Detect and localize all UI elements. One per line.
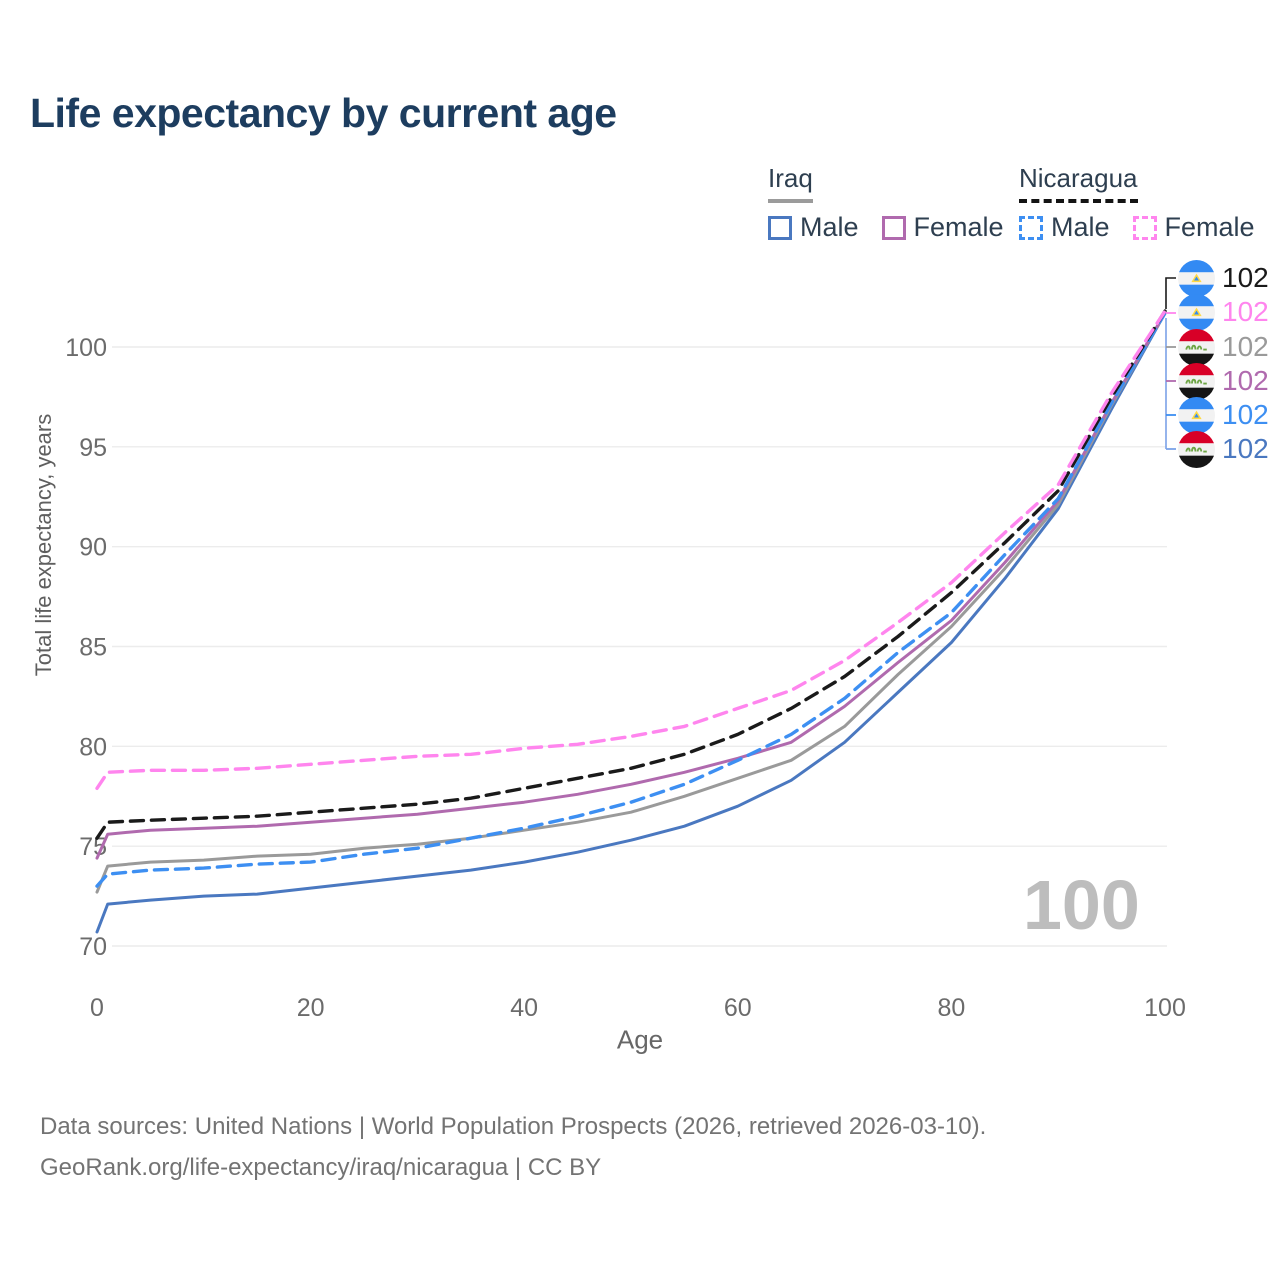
- legend-items-nicaragua: Male Female: [1019, 212, 1278, 243]
- legend-swatch-nicaragua-female-icon: [1132, 215, 1157, 240]
- end-label-row-iraq-female[interactable]: 102: [1178, 362, 1269, 400]
- legend-group-title-nicaragua[interactable]: Nicaragua: [1019, 163, 1138, 203]
- y-tick-label-95: 95: [79, 434, 107, 462]
- legend-group-iraq: Iraq Male Female: [768, 163, 1027, 243]
- legend-label-nicaragua-female: Female: [1164, 212, 1255, 242]
- end-label-row-nicaragua-female[interactable]: 102: [1178, 293, 1269, 331]
- legend-item-nicaragua-female[interactable]: Female: [1132, 212, 1255, 243]
- footer: Data sources: United Nations | World Pop…: [40, 1106, 986, 1188]
- nicaragua-flag-icon: [1178, 259, 1215, 297]
- legend-item-iraq-male[interactable]: Male: [768, 212, 859, 243]
- end-label-value: 102: [1222, 296, 1269, 327]
- y-tick-label-85: 85: [79, 634, 107, 662]
- legend-swatch-iraq-female-icon: [881, 215, 906, 240]
- x-axis-title: Age: [616, 1024, 664, 1055]
- series-line-nicaragua-male[interactable]: [95, 311, 1167, 888]
- y-axis-title: Total life expectancy, years: [31, 413, 56, 677]
- age-watermark: 100: [1023, 866, 1140, 944]
- series-line-iraq-total[interactable]: [95, 311, 1167, 894]
- end-label-row-nicaragua-male[interactable]: 102: [1178, 396, 1269, 434]
- end-label-value: 102: [1222, 433, 1269, 464]
- legend-item-iraq-female[interactable]: Female: [881, 212, 1004, 243]
- legend-item-nicaragua-male[interactable]: Male: [1019, 212, 1110, 243]
- series-line-iraq-female[interactable]: [95, 311, 1167, 860]
- x-tick-label-20: 20: [297, 994, 325, 1022]
- series-line-iraq-male[interactable]: [95, 311, 1167, 934]
- nicaragua-flag-icon: [1178, 396, 1215, 434]
- y-tick-label-100: 100: [65, 334, 107, 362]
- iraq-flag-icon: [1178, 430, 1215, 468]
- end-label-value: 102: [1222, 399, 1269, 430]
- legend-items-iraq: Male Female: [768, 212, 1027, 243]
- x-tick-label-40: 40: [510, 994, 538, 1022]
- page-title: Life expectancy by current age: [30, 90, 617, 136]
- connector-nicaragua-total: [1165, 277, 1176, 309]
- x-tick-label-80: 80: [937, 994, 965, 1022]
- series-line-nicaragua-female[interactable]: [95, 309, 1167, 790]
- nicaragua-flag-icon: [1178, 293, 1215, 331]
- footer-link: GeoRank.org/life-expectancy/iraq/nicarag…: [40, 1154, 602, 1181]
- legend-swatch-nicaragua-male-icon: [1019, 215, 1043, 240]
- x-tick-label-60: 60: [724, 994, 752, 1022]
- end-label-row-nicaragua-total[interactable]: 102: [1178, 259, 1269, 297]
- legend-label-nicaragua-male: Male: [1051, 212, 1110, 242]
- end-label-value: 102: [1222, 365, 1269, 396]
- legend-label-iraq-male: Male: [800, 212, 859, 242]
- y-tick-label-90: 90: [79, 534, 107, 562]
- legend-group-nicaragua: Nicaragua Male Female: [1019, 163, 1278, 243]
- legend-label-iraq-female: Female: [913, 212, 1004, 242]
- x-tick-label-0: 0: [90, 994, 104, 1022]
- iraq-flag-icon: [1178, 362, 1215, 400]
- end-label-value: 102: [1222, 262, 1269, 293]
- iraq-flag-icon: [1178, 328, 1215, 366]
- legend-group-title-iraq[interactable]: Iraq: [768, 163, 813, 203]
- end-label-row-iraq-total[interactable]: 102: [1178, 328, 1269, 366]
- end-label-value: 102: [1222, 331, 1269, 362]
- y-tick-label-80: 80: [79, 733, 107, 761]
- x-tick-label-100: 100: [1144, 994, 1186, 1022]
- footer-data-sources: Data sources: United Nations | World Pop…: [40, 1113, 987, 1140]
- legend-swatch-iraq-male-icon: [768, 215, 792, 240]
- y-tick-label-70: 70: [79, 933, 107, 961]
- end-label-row-iraq-male[interactable]: 102: [1178, 430, 1269, 468]
- series-line-nicaragua-total[interactable]: [95, 309, 1167, 840]
